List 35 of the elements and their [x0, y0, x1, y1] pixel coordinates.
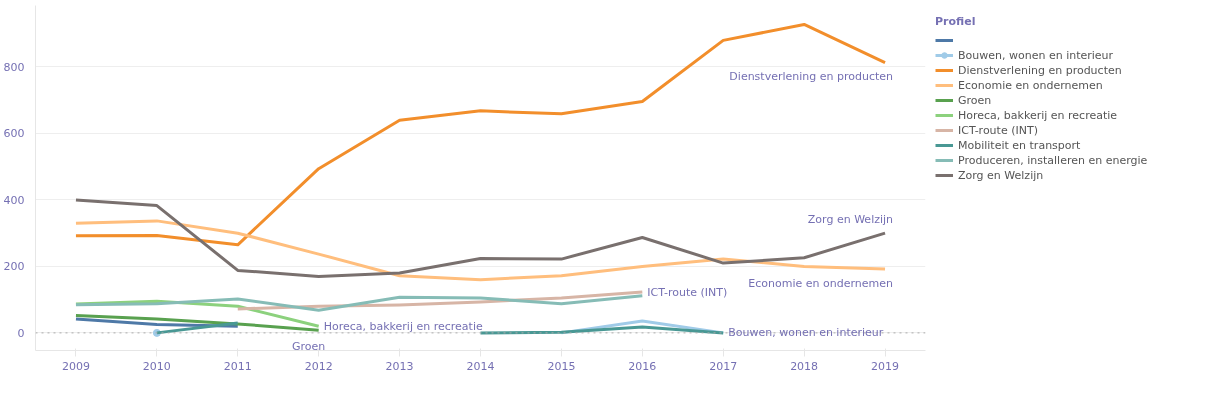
y-tick-label: 0	[17, 326, 25, 340]
x-tick-label: 2016	[628, 359, 657, 373]
line-series	[74, 294, 644, 312]
annotation: Bouwen, wonen en interieur	[728, 326, 884, 340]
legend-label: ICT-route (INT)	[958, 123, 1038, 137]
legend-label: Horeca, bakkerij en recreatie	[958, 108, 1118, 122]
legend-label: Produceren, installeren en energie	[958, 153, 1148, 167]
x-tick-label: 2019	[871, 359, 900, 373]
annotation: Groen	[292, 339, 326, 353]
line-series	[74, 314, 321, 332]
annotation: Dienstverlening en producten	[729, 70, 894, 84]
annotation: ICT-route (INT)	[647, 285, 728, 299]
legend-label: Groen	[958, 93, 992, 107]
x-tick-label: 2018	[790, 359, 819, 373]
legend-label: Dienstverlening en producten	[958, 63, 1122, 77]
x-tick-label: 2012	[304, 359, 333, 373]
x-tick-label: 2015	[547, 359, 576, 373]
x-tick-label: 2013	[385, 359, 414, 373]
x-tick-label: 2017	[709, 359, 738, 373]
legend-label: Bouwen, wonen en interieur	[958, 48, 1114, 62]
x-tick-label: 2010	[142, 359, 171, 373]
x-tick-label: 2011	[223, 359, 252, 373]
annotation: Zorg en Welzijn	[807, 212, 894, 226]
annotation: Horeca, bakkerij en recreatie	[323, 319, 483, 333]
y-tick-label: 200	[3, 260, 25, 274]
x-tick-label: 2014	[466, 359, 495, 373]
annotation: Economie en ondernemen	[748, 276, 894, 290]
y-tick-label: 800	[3, 60, 25, 74]
x-tick-label: 2009	[61, 359, 90, 373]
legend-label: Zorg en Welzijn	[958, 168, 1044, 182]
y-tick-label: 600	[3, 127, 25, 141]
y-tick-label: 400	[3, 193, 25, 207]
legend-title: Profiel	[935, 15, 977, 28]
legend-label: Economie en ondernemen	[958, 78, 1103, 92]
legend-label: Mobiliteit en transport	[958, 138, 1081, 152]
